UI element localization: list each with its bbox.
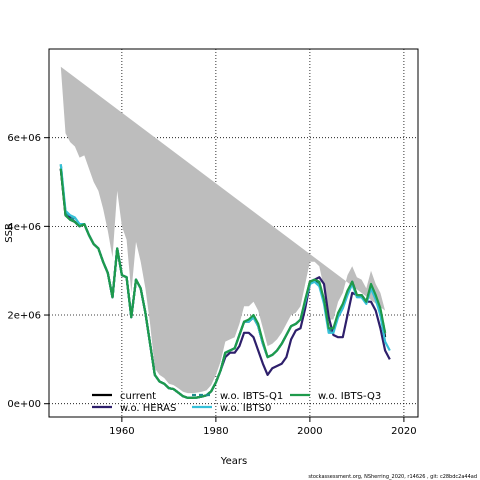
legend-label-2: w.o. IBTS-Q1 (220, 391, 283, 402)
x-axis: 1960 1980 2000 2020 (109, 417, 417, 437)
legend-label-3: w.o. IBTS0 (220, 403, 271, 414)
y-tick-label-2: 4e+06 (7, 222, 41, 233)
y-axis: 0e+00 2e+06 4e+06 6e+06 (7, 133, 49, 410)
legend-label-4: w.o. IBTS-Q3 (318, 391, 381, 402)
footer-credit: stockassessment.org, NSherring_2020, r14… (308, 474, 477, 480)
y-tick-label-1: 2e+06 (7, 311, 41, 322)
series-line-4 (59, 168, 387, 399)
x-tick-label-3: 2020 (391, 426, 416, 437)
x-tick-label-2: 2000 (297, 426, 322, 437)
y-axis-label: SSB (4, 223, 15, 243)
plot-frame (48, 48, 419, 418)
x-axis-label: Years (220, 456, 247, 467)
x-tick-label-1: 1980 (203, 426, 228, 437)
legend-label-1: w.o. HERAS (120, 403, 176, 414)
y-tick-label-3: 6e+06 (7, 133, 41, 144)
legend-label-0: current (120, 391, 156, 402)
y-tick-label-0: 0e+00 (7, 399, 41, 410)
x-tick-label-0: 1960 (109, 426, 134, 437)
series-lines (59, 164, 391, 399)
confidence-band (60, 66, 386, 394)
